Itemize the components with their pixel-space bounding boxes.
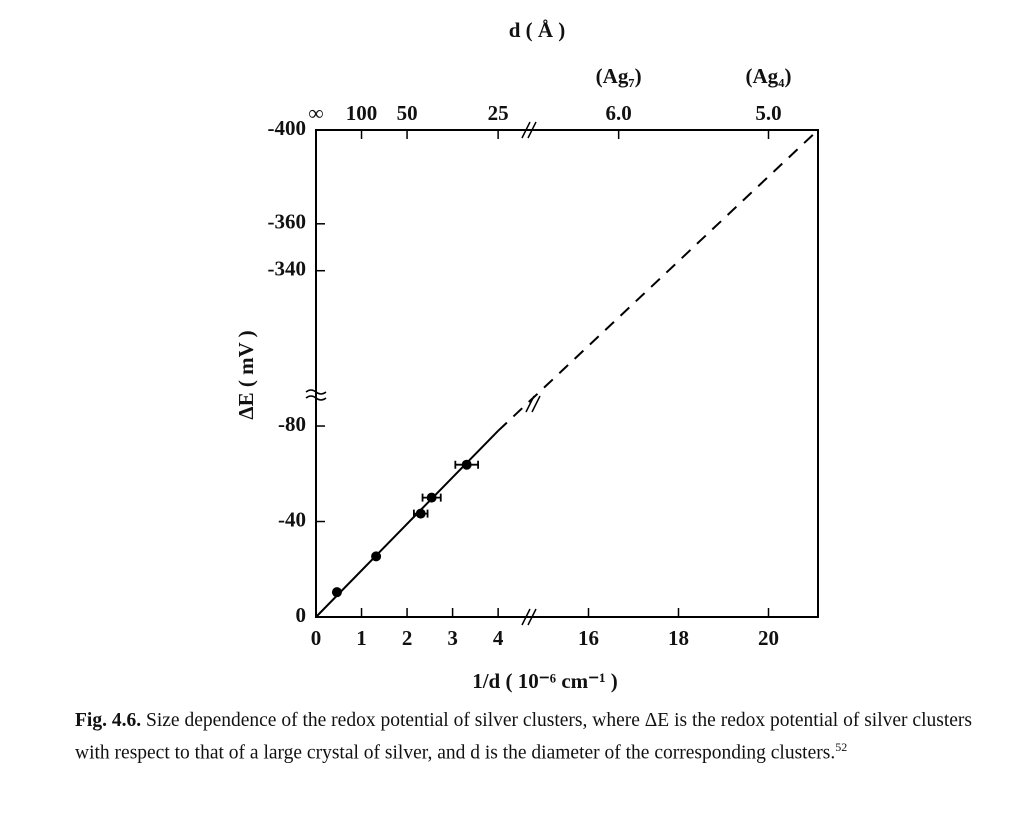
top-tick-label: 6.0 bbox=[606, 101, 632, 125]
caption-text: Size dependence of the redox potential o… bbox=[75, 710, 972, 764]
chart: d ( Å ) 1/d ( 10⁻⁶ cm⁻¹ ) ΔE ( mV ) 0 1 2 3… bbox=[234, 18, 819, 693]
data-point bbox=[371, 551, 382, 562]
top-tick-label: 50 bbox=[397, 101, 418, 125]
data-point bbox=[426, 492, 437, 503]
fit-line bbox=[315, 430, 499, 618]
x-tick-label: 20 bbox=[758, 626, 779, 650]
y-tick-label: -80 bbox=[278, 412, 306, 436]
y-tick-label: 0 bbox=[296, 603, 307, 627]
top-tick-label: ∞ bbox=[309, 101, 324, 125]
top-axis-title: d ( Å ) bbox=[509, 18, 566, 42]
top-tick-label: 100 bbox=[346, 101, 378, 125]
x-break-top bbox=[521, 121, 537, 139]
caption-ref: 52 bbox=[835, 740, 848, 754]
y-tick-label: -400 bbox=[268, 116, 307, 140]
annotation: (Ag₇) bbox=[596, 64, 642, 88]
x-tick-label: 1 bbox=[356, 626, 367, 650]
fit-line bbox=[497, 129, 819, 432]
x-tick-label: 3 bbox=[447, 626, 458, 650]
x-tick-label: 18 bbox=[668, 626, 689, 650]
y-break bbox=[305, 389, 327, 401]
data-point bbox=[461, 459, 472, 470]
x-tick-label: 16 bbox=[578, 626, 599, 650]
x-tick-label: 0 bbox=[311, 626, 322, 650]
caption: Fig. 4.6. Size dependence of the redox p… bbox=[75, 707, 972, 767]
data-point bbox=[415, 508, 426, 519]
x-axis-title: 1/d ( 10⁻⁶ cm⁻¹ ) bbox=[472, 669, 618, 693]
y-tick-label: -340 bbox=[268, 257, 307, 281]
y-tick-label: -360 bbox=[268, 210, 307, 234]
x-break-bottom bbox=[521, 608, 537, 626]
top-tick-label: 25 bbox=[488, 101, 509, 125]
data-point bbox=[331, 587, 342, 598]
x-tick-label: 4 bbox=[493, 626, 504, 650]
annotation: (Ag₄) bbox=[746, 64, 792, 88]
plot-frame bbox=[315, 129, 819, 618]
y-axis-title: ΔE ( mV ) bbox=[234, 330, 258, 419]
x-tick-label: 2 bbox=[402, 626, 413, 650]
top-tick-label: 5.0 bbox=[755, 101, 781, 125]
caption-label: Fig. 4.6. bbox=[75, 710, 142, 731]
axis-breaks bbox=[305, 121, 537, 626]
y-tick-label: -40 bbox=[278, 507, 306, 531]
